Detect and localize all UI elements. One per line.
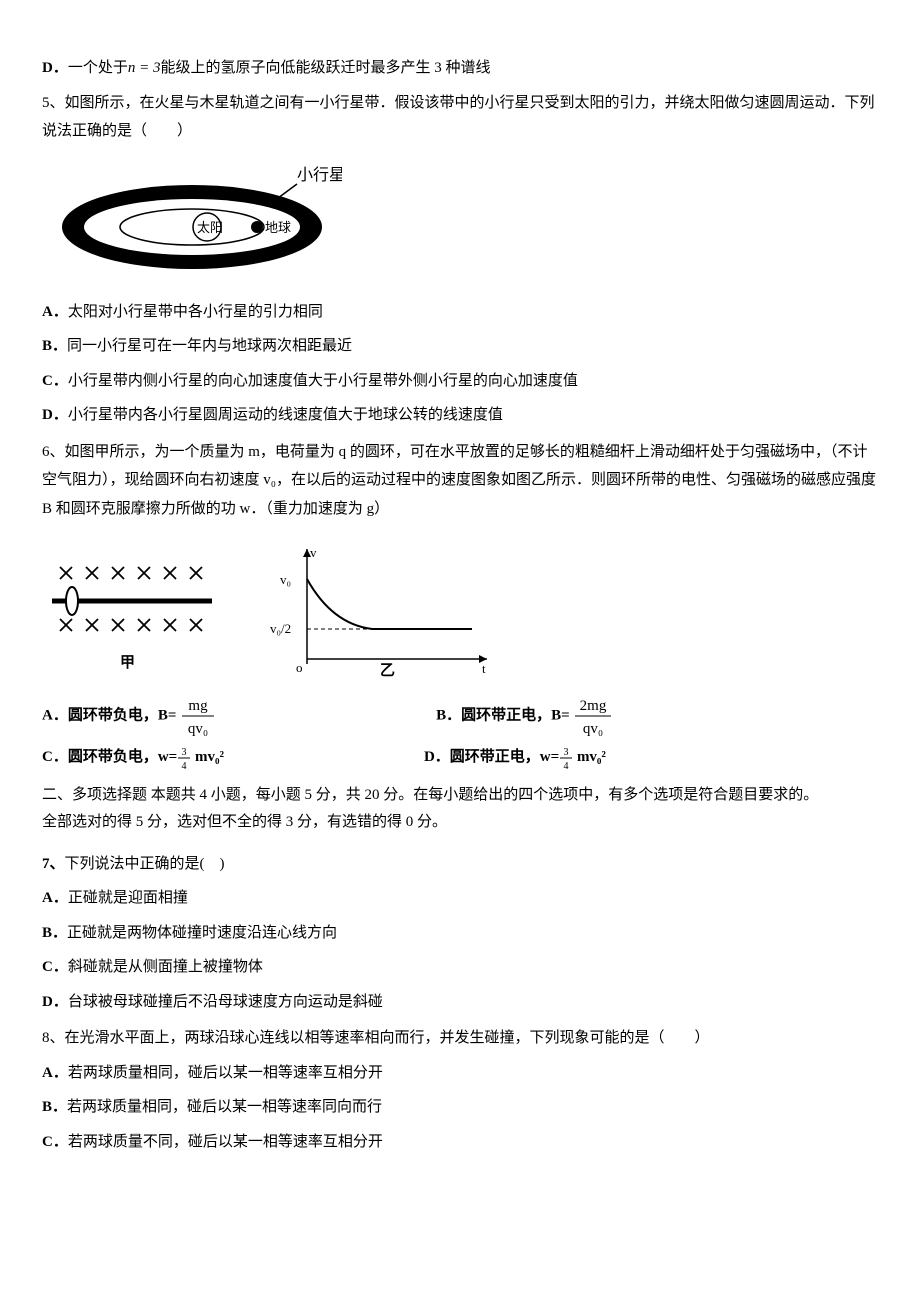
q6-optD-frac-bot: 4 [564, 761, 569, 771]
q6-yi-svg: v v₀ v₀/2 o 乙 t [262, 539, 502, 679]
q6-t-label: t [482, 661, 486, 676]
q8-num: 8、 [42, 1030, 65, 1046]
q6-optB-frac: 2mg qv₀ [573, 695, 613, 737]
q6-jia-svg: 甲 [42, 549, 222, 679]
q6-optC-pre: C．圆环带负电，w= [42, 749, 177, 765]
q5-optB-body: 同一小行星可在一年内与地球两次相距最近 [67, 338, 352, 354]
q7-optA-body: 正碰就是迎面相撞 [68, 890, 188, 906]
section2-line1: 二、多项选择题 本题共 4 小题，每小题 5 分，共 20 分。在每小题给出的四… [42, 782, 878, 809]
q5-optD-body: 小行星带内各小行星圆周运动的线速度值大于地球公转的线速度值 [68, 407, 503, 423]
q6-optC-frac-bot: 4 [182, 761, 187, 771]
q5-optD: D．小行星带内各小行星圆周运动的线速度值大于地球公转的线速度值 [42, 401, 878, 430]
q6-diagram: 甲 v v₀ v₀/2 o 乙 t [42, 539, 878, 679]
q5-num: 5、 [42, 95, 65, 111]
q6-optB-frac-top: 2mg [580, 698, 607, 714]
q6-yi-label: 乙 [380, 663, 395, 679]
q6-optA-pre: A．圆环带负电，B= [42, 707, 176, 723]
q7-optB: B．正碰就是两物体碰撞时速度沿连心线方向 [42, 919, 878, 948]
q6-optD-pre: D．圆环带正电，w= [424, 749, 559, 765]
q6-optD-post: mv₀² [573, 749, 606, 765]
q6-optD-frac-top: 3 [564, 747, 569, 758]
q6-crosses-top [60, 567, 202, 579]
q6-o-label: o [296, 660, 303, 675]
q6-optD-frac: 3 4 [559, 745, 573, 771]
q6-optA: A．圆环带负电，B= mg qv₀ [42, 695, 216, 737]
q6-row-cd: C．圆环带负电，w= 3 4 mv₀² D．圆环带正电，w= 3 4 mv₀² [42, 743, 878, 772]
q6-optD: D．圆环带正电，w= 3 4 mv₀² [424, 743, 606, 772]
q7-optC: C．斜碰就是从侧面撞上被撞物体 [42, 953, 878, 982]
q5-optA: A．A．太阳对小行星带中各小行星的引力相同太阳对小行星带中各小行星的引力相同 [42, 298, 878, 327]
section2-line2: 全部选对的得 5 分，选对但不全的得 3 分，有选错的得 0 分。 [42, 809, 878, 836]
q5-optA-body: 太阳对小行星带中各小行星的引力相同 [68, 304, 323, 320]
q7-optB-body: 正碰就是两物体碰撞时速度沿连心线方向 [67, 925, 337, 941]
q5-diagram: 小行星带 太阳 地球 [42, 162, 878, 282]
q6-optC-frac-top: 3 [182, 747, 187, 758]
q7-optC-body: 斜碰就是从侧面撞上被撞物体 [68, 959, 263, 975]
q6-optB-frac-bot: qv₀ [583, 721, 603, 737]
q8-optC: C．若两球质量不同，碰后以某一相等速率互相分开 [42, 1128, 878, 1157]
q6-optA-frac-top: mg [189, 698, 209, 714]
q6-row-ab: A．圆环带负电，B= mg qv₀ B．圆环带正电，B= 2mg qv₀ [42, 695, 878, 737]
q6-crosses-bottom [60, 619, 202, 631]
q8-stem-block: 8、在光滑水平面上，两球沿球心连线以相等速率相向而行，并发生碰撞，下列现象可能的… [42, 1024, 878, 1053]
q8-optB: B．若两球质量相同，碰后以某一相等速率同向而行 [42, 1093, 878, 1122]
section2-header: 二、多项选择题 本题共 4 小题，每小题 5 分，共 20 分。在每小题给出的四… [42, 782, 878, 836]
q6-optC-post: mv₀² [191, 749, 224, 765]
q6-optB: B．圆环带正电，B= 2mg qv₀ [436, 695, 613, 737]
q6-ring [66, 587, 78, 615]
q6-curve [307, 579, 472, 629]
q6-jia-label: 甲 [120, 654, 135, 671]
q8-optB-body: 若两球质量相同，碰后以某一相等速率同向而行 [67, 1099, 382, 1115]
q8-optA-body: 若两球质量相同，碰后以某一相等速率互相分开 [68, 1065, 383, 1081]
q8-stem: 在光滑水平面上，两球沿球心连线以相等速率相向而行，并发生碰撞，下列现象可能的是（… [65, 1030, 710, 1046]
q6-v0-label: v₀ [280, 572, 291, 587]
q7-optD-body: 台球被母球碰撞后不沿母球速度方向运动是斜碰 [68, 994, 383, 1010]
q5-svg: 小行星带 太阳 地球 [42, 162, 342, 282]
q6-optA-frac: mg qv₀ [180, 695, 216, 737]
q4-optD-n: n = 3 [128, 60, 161, 76]
q6-v0half-label: v₀/2 [270, 621, 291, 636]
q4-option-d: D．一个处于n = 3能级上的氢原子向低能级跃迁时最多产生 3 种谱线 [42, 54, 878, 83]
q5-belt-label: 小行星带 [297, 166, 342, 184]
q4-optD-prefix: D． [42, 60, 68, 76]
q8-optA: A．若两球质量相同，碰后以某一相等速率互相分开 [42, 1059, 878, 1088]
q8-optC-body: 若两球质量不同，碰后以某一相等速率互相分开 [68, 1134, 383, 1150]
q6-optC: C．圆环带负电，w= 3 4 mv₀² [42, 743, 224, 772]
q5-optC-body: 小行星带内侧小行星的向心加速度值大于小行星带外侧小行星的向心加速度值 [68, 373, 578, 389]
q7-stem-block: 7、下列说法中正确的是( ) [42, 850, 878, 879]
q5-earth-label: 地球 [265, 220, 291, 235]
q5-earth-dot [251, 221, 263, 233]
q6-optC-frac: 3 4 [177, 745, 191, 771]
q7-optA: A．正碰就是迎面相撞 [42, 884, 878, 913]
q5-sun-label: 太阳 [197, 220, 223, 235]
q7-num: 7、 [42, 856, 65, 872]
q6-optA-frac-bot: qv₀ [188, 721, 208, 737]
q6-num: 6、 [42, 444, 65, 460]
q5-stem-block: 5、如图所示，在火星与木星轨道之间有一小行星带．假设该带中的小行星只受到太阳的引… [42, 89, 878, 146]
q6-optB-pre: B．圆环带正电，B= [436, 707, 570, 723]
q5-optC: C．小行星带内侧小行星的向心加速度值大于小行星带外侧小行星的向心加速度值 [42, 367, 878, 396]
q7-stem: 下列说法中正确的是( ) [65, 856, 225, 872]
q5-stem: 如图所示，在火星与木星轨道之间有一小行星带．假设该带中的小行星只受到太阳的引力，… [42, 95, 875, 140]
q6-v-label: v [310, 545, 317, 560]
q4-optD-body: 一个处于 [68, 60, 128, 76]
q4-optD-rest: 能级上的氢原子向低能级跃迁时最多产生 3 种谱线 [160, 60, 490, 76]
q5-optB: B．同一小行星可在一年内与地球两次相距最近 [42, 332, 878, 361]
q6-stem: 如图甲所示，为一个质量为 m，电荷量为 q 的圆环，可在水平放置的足够长的粗糙细… [42, 444, 876, 517]
q6-stem-block: 6、如图甲所示，为一个质量为 m，电荷量为 q 的圆环，可在水平放置的足够长的粗… [42, 438, 878, 524]
q7-optD: D．台球被母球碰撞后不沿母球速度方向运动是斜碰 [42, 988, 878, 1017]
